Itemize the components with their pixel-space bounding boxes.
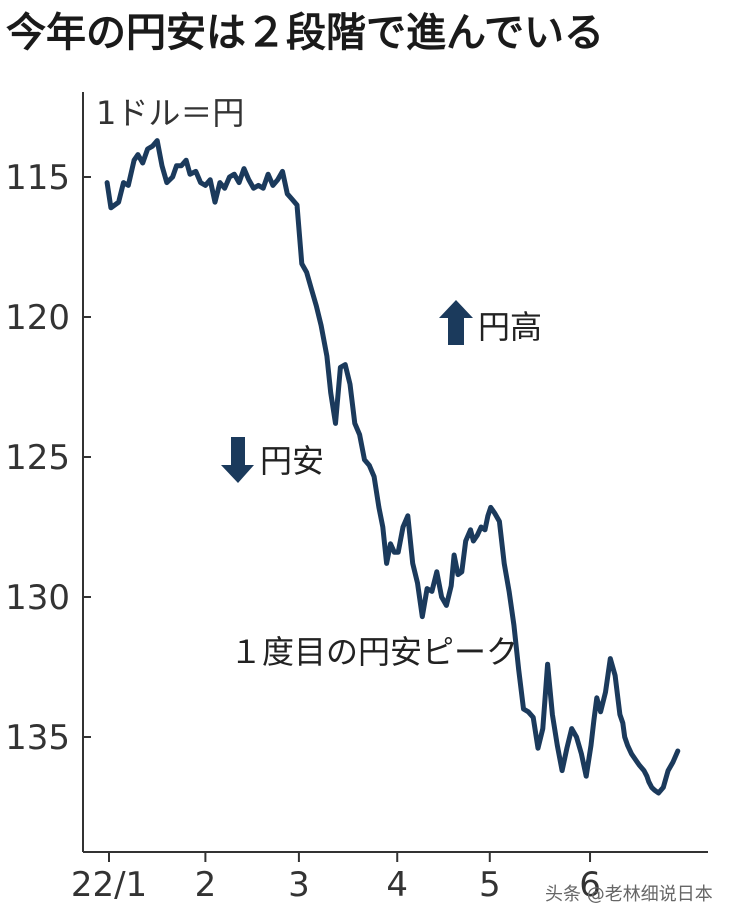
x-tick-label: 4 xyxy=(386,865,408,905)
y-tick-label: 120 xyxy=(5,298,70,338)
down-label: 円安 xyxy=(260,442,324,480)
unit-label: 1ドル＝円 xyxy=(96,94,244,132)
x-tick-label: 2 xyxy=(195,865,217,905)
y-tick-label: 130 xyxy=(5,578,70,618)
y-ticks: 115 120 125 130 135 xyxy=(5,158,91,758)
x-tick-label: 3 xyxy=(288,865,310,905)
series-group xyxy=(104,138,681,796)
annotation-down: 円安 xyxy=(221,437,324,483)
chart-title: 今年の円安は２段階で進んでいる xyxy=(6,10,604,56)
x-tick-label: 6 xyxy=(579,865,601,905)
x-tick-label: 5 xyxy=(479,865,501,905)
x-tick-label: 22/1 xyxy=(71,865,147,905)
watermark: 头条 @老林细说日本 xyxy=(545,884,713,905)
y-tick-label: 115 xyxy=(5,158,70,198)
annotation-up: 円高 xyxy=(439,300,542,346)
axes xyxy=(82,92,708,853)
peak-annotation: １度目の円安ピーク xyxy=(230,633,518,671)
y-tick-label: 125 xyxy=(5,438,70,478)
series-line-usd-jpy xyxy=(104,138,681,796)
x-ticks: 22/1 2 3 4 5 6 xyxy=(71,852,601,905)
down-arrow-icon xyxy=(221,437,254,483)
up-arrow-icon xyxy=(439,300,473,345)
y-tick-label: 135 xyxy=(5,718,70,758)
up-label: 円高 xyxy=(478,308,542,346)
